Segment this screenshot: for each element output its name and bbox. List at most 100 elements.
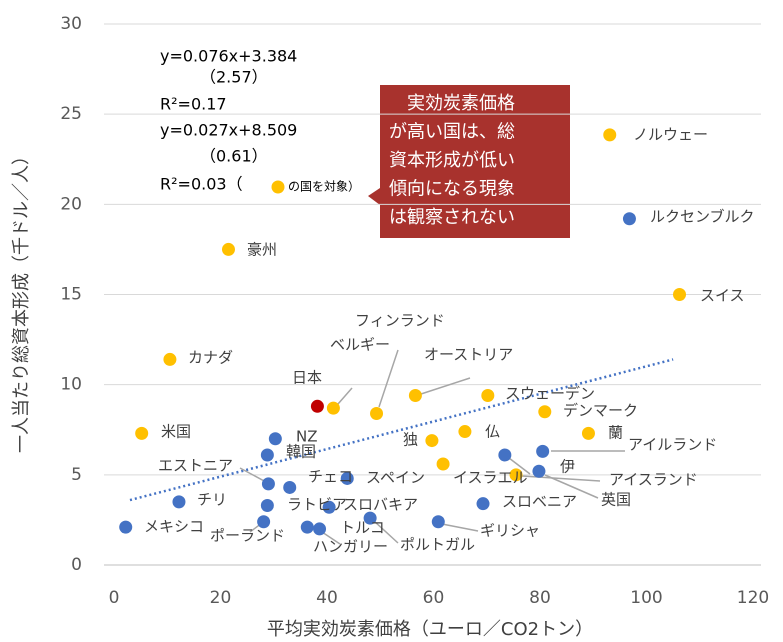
x-tick-label: 80 — [529, 588, 551, 608]
leader-line — [508, 457, 531, 475]
point-label: 英国 — [601, 491, 631, 509]
point — [536, 444, 550, 458]
callout-box — [368, 85, 570, 238]
point-label: フィンランド — [355, 312, 445, 330]
trendline — [129, 358, 674, 502]
point — [408, 388, 422, 402]
point — [326, 401, 340, 415]
equation: R²=0.03（ — [160, 175, 243, 194]
point-label: 独 — [403, 431, 418, 449]
callout-text: 傾向になる現象 — [389, 179, 515, 200]
point-label: 日本 — [292, 369, 322, 387]
note-dot — [271, 180, 285, 194]
point — [603, 128, 617, 142]
point-label: NZ — [296, 428, 318, 446]
point — [310, 399, 324, 413]
point — [257, 515, 271, 529]
point — [481, 388, 495, 402]
point-label: ギリシャ — [480, 522, 540, 540]
point-label: カナダ — [188, 349, 233, 367]
point-label: アイルランド — [628, 436, 717, 454]
leader-line — [521, 475, 601, 482]
point-label: トルコ — [340, 519, 385, 537]
point-label: 米国 — [161, 423, 191, 441]
callout-text: 資本形成が低い — [389, 150, 515, 171]
equation-note: の国を対象） — [288, 180, 360, 194]
point-label: デンマーク — [563, 402, 638, 420]
point-label: イスラエル — [453, 469, 528, 487]
point — [363, 511, 377, 525]
point-label: メキシコ — [144, 518, 204, 536]
x-tick-label: 100 — [630, 588, 662, 608]
point — [172, 495, 186, 509]
point-label: スイス — [700, 287, 745, 305]
x-tick-label: 120 — [737, 588, 769, 608]
point — [538, 405, 552, 419]
leader-line — [441, 523, 479, 532]
x-tick-label: 20 — [210, 588, 232, 608]
y-tick-label: 10 — [60, 375, 82, 395]
point-label: ルクセンブルク — [650, 208, 755, 226]
point — [268, 432, 282, 446]
point — [436, 457, 450, 471]
point — [498, 448, 512, 462]
point — [458, 425, 472, 439]
point — [119, 520, 133, 534]
point-label: ノルウェー — [633, 126, 708, 144]
point-label: 蘭 — [608, 424, 623, 442]
equation: （2.57） — [200, 68, 268, 87]
point — [135, 426, 149, 440]
point-label: スロバキア — [343, 496, 418, 514]
point — [532, 464, 546, 478]
x-tick-label: 0 — [109, 588, 120, 608]
point — [476, 497, 490, 511]
leader-line — [420, 377, 471, 395]
point-label: チリ — [197, 491, 227, 509]
point — [221, 242, 235, 256]
point — [370, 407, 384, 421]
point — [581, 426, 595, 440]
point — [622, 212, 636, 226]
x-tick-label: 60 — [423, 588, 445, 608]
point-label: 伊 — [560, 458, 575, 476]
equation: y=0.076x+3.384 — [160, 47, 297, 66]
point — [300, 520, 314, 534]
point-label: チェコ — [308, 468, 353, 486]
y-tick-label: 20 — [60, 194, 82, 214]
leader-line — [337, 387, 353, 405]
x-tick-label: 40 — [316, 588, 338, 608]
leader-line — [373, 520, 399, 544]
callout-text: は観察されない — [389, 207, 515, 228]
equation: R²=0.17 — [160, 95, 227, 114]
point-label: ハンガリー — [313, 538, 388, 556]
leader-line — [544, 474, 599, 499]
point-label: ラトビア — [287, 496, 347, 514]
point-label: エストニア — [158, 457, 233, 475]
point — [261, 477, 275, 491]
point-label: スロベニア — [502, 493, 577, 511]
point — [673, 288, 687, 301]
point-label: ベルギー — [330, 336, 390, 354]
equation: （0.61） — [200, 147, 268, 166]
callout-text: が高い国は、総 — [389, 122, 515, 143]
point-label: ポルトガル — [400, 536, 475, 554]
point-label: オーストリア — [424, 346, 513, 364]
point — [283, 480, 297, 494]
point-label: 仏 — [485, 423, 500, 441]
y-tick-label: 30 — [60, 14, 82, 34]
point — [340, 471, 354, 485]
point — [260, 448, 274, 462]
point-label: スペイン — [366, 469, 425, 487]
point — [509, 468, 523, 482]
point — [431, 515, 445, 529]
point-label: アイスランド — [609, 471, 698, 489]
callout-text: 実効炭素価格 — [389, 93, 515, 114]
y-axis-title: 一人当たり総資本形成（千ドル／人） — [11, 147, 32, 453]
leader-line — [378, 349, 399, 408]
point-label: 豪州 — [247, 241, 277, 259]
y-tick-label: 0 — [71, 555, 82, 575]
y-tick-label: 25 — [60, 104, 82, 124]
leader-line — [239, 467, 267, 483]
point-label: スウェーデン — [505, 385, 595, 403]
